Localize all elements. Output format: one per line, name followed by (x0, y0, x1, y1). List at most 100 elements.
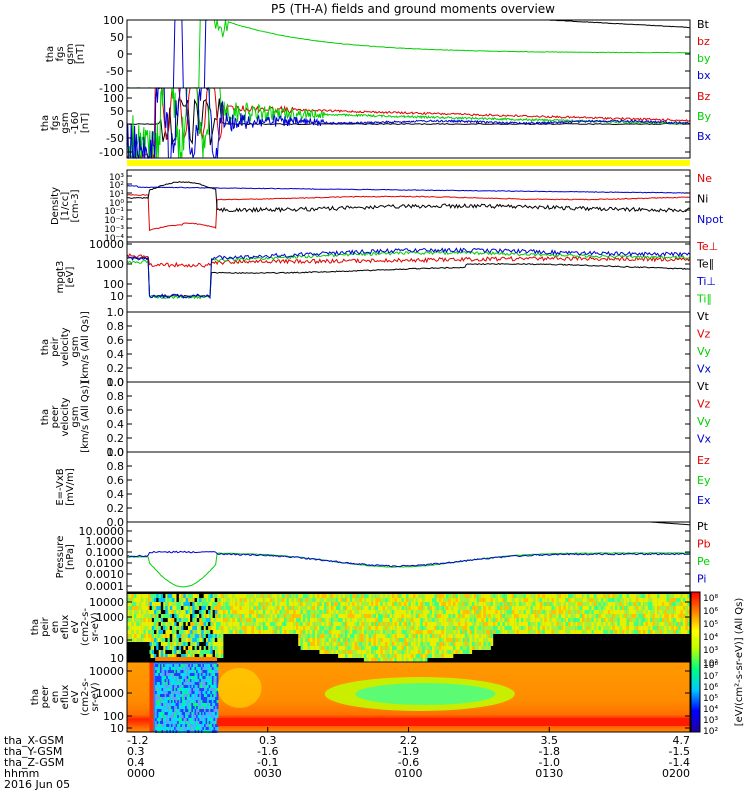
peir-heatmap-cell (549, 610, 552, 614)
peir-heatmap-cell (434, 626, 437, 630)
peer-heatmap-cell (196, 697, 198, 700)
peir-heatmap-cell (446, 622, 449, 626)
peir-heatmap-cell (464, 622, 468, 626)
peir-heatmap-cell (382, 642, 386, 646)
peer-heatmap-cell (156, 712, 159, 715)
y-axis-label: [nT] (75, 44, 86, 64)
peir-heatmap-cell (577, 598, 580, 602)
peir-heatmap-cell (197, 594, 200, 598)
peir-heatmap-cell (314, 630, 318, 634)
peir-heatmap-cell (335, 594, 339, 598)
peir-heatmap-cell (352, 618, 355, 622)
peer-heatmap-cell (169, 721, 172, 724)
peir-heatmap-cell (422, 618, 426, 622)
legend-label: Vx (697, 363, 712, 376)
peir-heatmap-cell (654, 618, 658, 622)
legend-label: Bz (697, 90, 711, 103)
peir-heatmap-cell (535, 618, 538, 622)
peir-heatmap-cell (150, 646, 154, 650)
peir-heatmap-cell (467, 630, 470, 634)
peir-heatmap-cell (272, 598, 275, 602)
peir-heatmap-cell (331, 614, 334, 618)
peir-heatmap-cell (401, 658, 405, 662)
peir-heatmap-cell (211, 626, 214, 630)
peir-heatmap-cell (194, 630, 197, 634)
peir-heatmap-cell (619, 622, 623, 626)
peir-heatmap-cell (387, 622, 390, 626)
peer-heatmap-cell (183, 673, 186, 676)
peer-heatmap-cell (180, 694, 183, 697)
peir-heatmap-cell (366, 650, 369, 654)
peir-heatmap-cell (192, 638, 195, 642)
peer-heatmap-cell (185, 724, 187, 727)
peir-heatmap-cell (176, 646, 179, 650)
peir-heatmap-cell (134, 606, 137, 610)
peir-heatmap-cell (246, 598, 250, 602)
peir-heatmap-cell (577, 626, 580, 630)
peer-heatmap-cell (204, 721, 206, 724)
peir-heatmap-cell (190, 602, 193, 606)
peer-heatmap-cell (164, 715, 167, 718)
peir-heatmap-cell (220, 634, 224, 638)
y-axis-label: tha (45, 46, 56, 62)
peir-heatmap-cell (476, 598, 480, 602)
peir-heatmap-cell (378, 602, 381, 606)
peir-heatmap-cell (516, 614, 519, 618)
peir-heatmap-cell (166, 654, 170, 658)
peir-heatmap-cell (549, 598, 552, 602)
peir-heatmap-cell (371, 602, 374, 606)
peir-heatmap-cell (375, 654, 379, 658)
peir-heatmap-cell (394, 622, 397, 626)
peir-heatmap-cell (385, 626, 388, 630)
peer-heatmap-cell (170, 715, 173, 718)
peer-heatmap-cell (170, 727, 173, 730)
peir-heatmap-cell (218, 634, 222, 638)
y-axis-label: [km/s (All Qs)] (80, 381, 91, 453)
peer-heatmap-cell (159, 676, 162, 679)
peir-heatmap-cell (291, 614, 294, 618)
peer-heatmap-cell (210, 727, 213, 730)
peer-heatmap-cell (164, 694, 167, 697)
peir-heatmap-cell (460, 638, 463, 642)
peir-heatmap-cell (204, 626, 207, 630)
peir-heatmap-cell (643, 594, 646, 598)
peir-heatmap-cell (258, 618, 261, 622)
peir-heatmap-cell (167, 642, 170, 646)
peir-heatmap-cell (441, 606, 444, 610)
peer-heatmap-cell (205, 709, 208, 712)
peir-heatmap-cell (205, 618, 209, 622)
peir-heatmap-cell (638, 626, 641, 630)
peer-heatmap-cell (155, 721, 157, 724)
peer-heatmap-cell (169, 667, 172, 670)
peir-heatmap-cell (563, 602, 566, 606)
peir-heatmap-cell (279, 602, 283, 606)
peir-heatmap-cell (201, 626, 204, 630)
peir-heatmap-cell (558, 606, 562, 610)
peir-heatmap-cell (661, 614, 665, 618)
peir-heatmap-cell (145, 594, 149, 598)
peir-heatmap-cell (551, 630, 555, 634)
peir-heatmap-cell (474, 622, 477, 626)
peir-heatmap-cell (408, 598, 412, 602)
peer-heatmap-cell (191, 697, 194, 700)
y-tick-label: 0.6 (107, 474, 125, 487)
peir-heatmap-cell (565, 606, 569, 610)
peir-heatmap-cell (288, 610, 292, 614)
peir-heatmap-cell (450, 602, 454, 606)
peir-heatmap-cell (173, 606, 177, 610)
peir-heatmap-cell (131, 594, 135, 598)
x-tick-label: 3.5 (541, 734, 559, 747)
peir-heatmap-cell (542, 598, 545, 602)
peer-heatmap-cell (158, 709, 161, 712)
peir-heatmap-cell (600, 626, 604, 630)
peir-heatmap-cell (666, 626, 670, 630)
peer-heatmap-cell (177, 712, 179, 715)
peir-heatmap-cell (375, 626, 379, 630)
peer-heatmap-cell (208, 706, 211, 709)
peir-heatmap-cell (199, 630, 203, 634)
peir-heatmap-cell (352, 622, 355, 626)
peir-heatmap-cell (155, 634, 158, 638)
peir-heatmap-cell (556, 614, 559, 618)
peer-heatmap-cell (211, 685, 214, 688)
peir-heatmap-cell (214, 638, 218, 642)
